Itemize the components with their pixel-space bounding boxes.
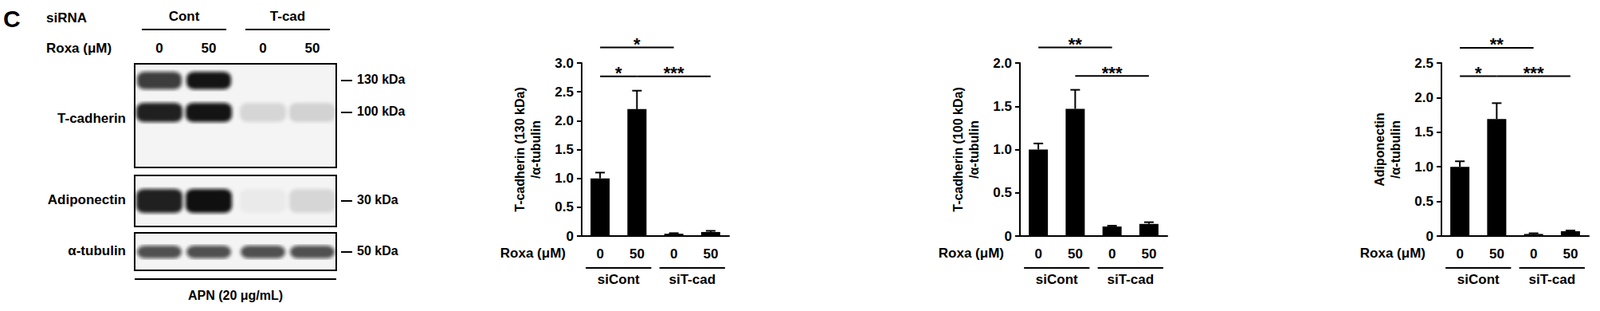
svg-text:0.5: 0.5: [1414, 193, 1434, 209]
svg-text:siCont: siCont: [1035, 271, 1079, 287]
svg-text:***: ***: [663, 62, 685, 83]
svg-text:0: 0: [1004, 228, 1012, 244]
svg-text:*: *: [1474, 62, 1483, 83]
svg-text:Roxa (μM): Roxa (μM): [500, 245, 566, 261]
svg-text:0: 0: [258, 40, 267, 56]
svg-text:siCont: siCont: [1457, 271, 1500, 287]
svg-text:**: **: [1490, 34, 1505, 55]
svg-text:/α-tubulin: /α-tubulin: [1388, 120, 1403, 179]
svg-text:0: 0: [155, 40, 163, 56]
svg-text:*: *: [615, 62, 623, 83]
svg-text:*: *: [633, 34, 641, 55]
svg-text:30 kDa: 30 kDa: [356, 192, 399, 207]
svg-text:0: 0: [596, 246, 604, 262]
svg-text:1.0: 1.0: [992, 141, 1012, 157]
svg-text:0: 0: [1455, 246, 1463, 262]
svg-text:50: 50: [702, 246, 718, 262]
svg-text:50: 50: [1489, 246, 1505, 262]
svg-text:1.0: 1.0: [1414, 159, 1434, 175]
svg-text:2.0: 2.0: [992, 55, 1012, 71]
svg-text:50: 50: [629, 246, 645, 262]
svg-text:0: 0: [566, 228, 574, 244]
svg-text:0: 0: [1426, 228, 1434, 244]
svg-text:Adiponectin: Adiponectin: [47, 192, 126, 208]
svg-text:2.5: 2.5: [1414, 55, 1434, 71]
svg-text:APN (20 μg/mL): APN (20 μg/mL): [188, 288, 283, 302]
svg-text:130 kDa: 130 kDa: [356, 72, 406, 87]
svg-text:C: C: [3, 5, 21, 32]
svg-text:Roxa (μM): Roxa (μM): [1360, 245, 1426, 261]
svg-text:/α-tubulin: /α-tubulin: [967, 120, 981, 179]
svg-text:Adiponectin: Adiponectin: [1372, 112, 1387, 186]
svg-text:siT-cad: siT-cad: [668, 271, 716, 287]
svg-text:50: 50: [201, 40, 217, 56]
svg-text:50: 50: [305, 40, 321, 56]
svg-text:50: 50: [1562, 246, 1578, 262]
svg-text:1.5: 1.5: [1414, 124, 1434, 140]
svg-text:***: ***: [1523, 62, 1545, 83]
svg-text:50: 50: [1067, 246, 1083, 262]
svg-text:100 kDa: 100 kDa: [356, 104, 406, 118]
svg-text:2.0: 2.0: [1414, 90, 1434, 106]
svg-text:siCont: siCont: [597, 271, 640, 287]
svg-text:Roxa (μM): Roxa (μM): [938, 245, 1004, 261]
svg-text:α-tubulin: α-tubulin: [67, 243, 126, 259]
svg-text:Cont: Cont: [168, 8, 200, 24]
svg-text:Roxa (μM): Roxa (μM): [46, 40, 112, 56]
svg-text:1.5: 1.5: [992, 98, 1012, 114]
svg-text:/α-tubulin: /α-tubulin: [529, 120, 543, 179]
svg-text:***: ***: [1101, 62, 1123, 83]
svg-text:T-cadherin (130 kDa): T-cadherin (130 kDa): [513, 86, 527, 212]
svg-text:3.0: 3.0: [554, 55, 574, 71]
svg-text:0: 0: [1108, 246, 1116, 262]
svg-text:50: 50: [1141, 246, 1157, 262]
svg-text:0: 0: [1034, 246, 1042, 262]
svg-text:T-cadherin (100 kDa): T-cadherin (100 kDa): [951, 86, 965, 212]
svg-text:siT-cad: siT-cad: [1106, 271, 1154, 287]
svg-text:T-cad: T-cad: [270, 8, 306, 24]
svg-text:0: 0: [1529, 246, 1538, 262]
svg-text:**: **: [1068, 34, 1083, 55]
svg-text:0.5: 0.5: [554, 199, 574, 215]
svg-text:T-cadherin: T-cadherin: [57, 110, 126, 126]
svg-text:0.5: 0.5: [992, 184, 1012, 200]
svg-text:1.0: 1.0: [554, 170, 574, 186]
svg-text:1.5: 1.5: [554, 141, 574, 157]
svg-text:2.5: 2.5: [554, 84, 574, 100]
svg-text:0: 0: [670, 246, 678, 262]
svg-text:siT-cad: siT-cad: [1528, 271, 1576, 287]
svg-text:50 kDa: 50 kDa: [356, 243, 399, 258]
svg-text:2.0: 2.0: [554, 113, 574, 129]
svg-text:siRNA: siRNA: [46, 10, 87, 26]
